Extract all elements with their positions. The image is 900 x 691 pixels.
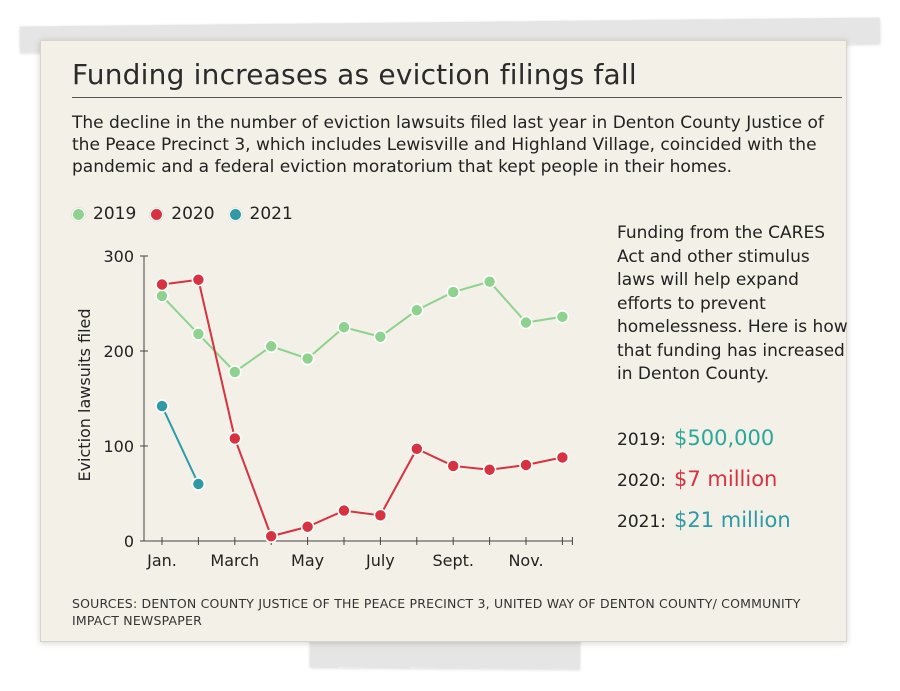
funding-year-2019: 2019:	[617, 430, 666, 450]
point-2020-3	[228, 431, 242, 446]
point-2019-3	[228, 365, 242, 379]
series-line-2019	[161, 280, 563, 374]
point-2019-1	[155, 289, 169, 303]
x-tick-label-jan: Jan.	[146, 551, 177, 570]
funding-description: Funding from the CARES Act and other sti…	[617, 223, 848, 384]
legend-item-2021: 2021	[228, 204, 293, 224]
point-2020-9	[446, 459, 461, 473]
point-2020-4	[264, 529, 279, 544]
point-2019-7	[373, 329, 388, 344]
point-2020-6	[337, 503, 351, 518]
page-title: Funding increases as eviction filings fa…	[72, 58, 842, 98]
point-2020-7	[373, 508, 388, 523]
legend-dot-2021	[228, 207, 242, 221]
x-tick-label-nov: Nov.	[508, 551, 543, 570]
point-2021-1	[155, 399, 169, 413]
funding-row-2020: 2020: $7 million	[617, 467, 777, 491]
y-axis-label: Eviction lawsuits filed	[75, 308, 94, 481]
x-tick-label-may: May	[291, 551, 324, 570]
series-line-2021	[161, 405, 200, 485]
funding-year-2021: 2021:	[617, 512, 666, 532]
y-tick-label-0: 0	[124, 532, 134, 551]
legend-label-2021: 2021	[249, 204, 293, 224]
funding-amount-2020: $7 million	[674, 467, 778, 491]
y-tick-label-100: 100	[103, 437, 134, 456]
legend-dot-2019	[72, 207, 85, 221]
point-2019-8	[409, 303, 424, 317]
point-2021-2	[191, 477, 206, 491]
point-2019-4	[264, 339, 279, 354]
funding-year-2020: 2020:	[617, 471, 666, 491]
legend-label-2020: 2020	[171, 204, 215, 224]
page-subtitle: The decline in the number of eviction la…	[72, 113, 824, 177]
legend-label-2019: 2019	[93, 204, 137, 224]
point-2020-2	[191, 272, 206, 287]
point-2019-10	[482, 274, 497, 289]
point-2020-8	[409, 442, 424, 456]
funding-amount-2021: $21 million	[674, 508, 791, 532]
funding-row-2021: 2021: $21 million	[617, 508, 791, 532]
point-2019-5	[300, 351, 315, 366]
point-2020-11	[519, 458, 533, 472]
point-2020-5	[300, 519, 315, 534]
x-tick-label-march: March	[210, 551, 259, 570]
funding-row-2019: 2019: $500,000	[617, 426, 774, 450]
series-line-2020	[161, 278, 563, 538]
funding-amount-2019: $500,000	[674, 426, 775, 450]
x-tick-label-july: July	[365, 551, 395, 570]
point-2019-6	[337, 320, 351, 335]
legend-item-2020: 2020	[150, 204, 215, 224]
paper-card	[40, 40, 847, 642]
point-2019-12	[555, 309, 570, 324]
point-2020-1	[155, 277, 169, 292]
chart-legend: 2019 2020 2021	[72, 204, 307, 224]
y-tick-label-300: 300	[103, 247, 134, 266]
point-2020-12	[555, 450, 570, 465]
legend-item-2019: 2019	[72, 204, 136, 224]
x-tick-label-sept: Sept.	[432, 551, 474, 570]
point-2020-10	[482, 462, 497, 477]
point-2019-9	[446, 285, 461, 299]
point-2019-2	[191, 327, 206, 341]
legend-dot-2020	[150, 207, 164, 221]
y-tick-label-200: 200	[103, 342, 134, 361]
sources-note: SOURCES: DENTON COUNTY JUSTICE OF THE PE…	[72, 596, 801, 628]
point-2019-11	[519, 315, 533, 330]
